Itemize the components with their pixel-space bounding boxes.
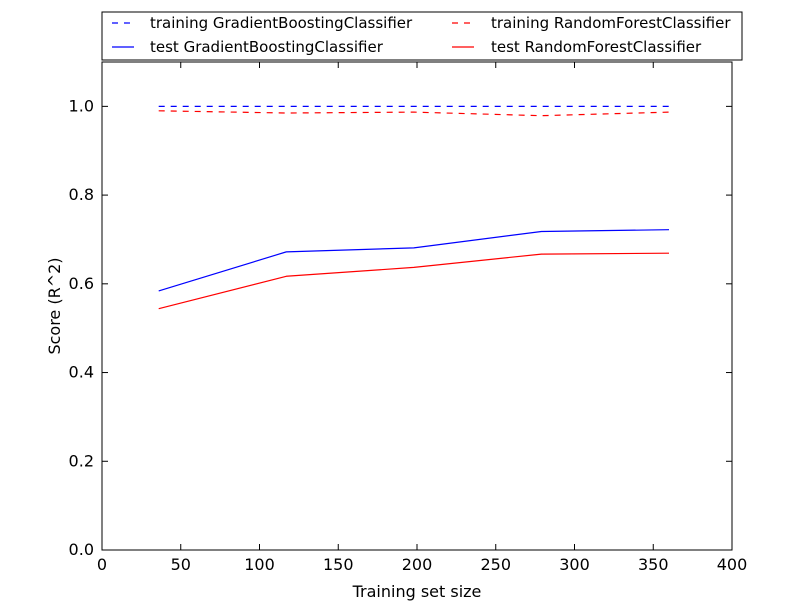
x-axis-label: Training set size xyxy=(352,582,482,601)
series-line-3 xyxy=(158,252,670,310)
legend-label-training-gradientboosting: training GradientBoostingClassifier xyxy=(150,14,413,32)
x-tick-label: 300 xyxy=(559,555,590,574)
series-1-point xyxy=(540,230,543,233)
series-2-point xyxy=(157,109,160,112)
series-0-point xyxy=(540,105,543,108)
x-tick-label: 400 xyxy=(717,555,748,574)
y-tick-label: 0.2 xyxy=(69,451,94,470)
series-0-point xyxy=(412,105,415,108)
series-2-point xyxy=(668,111,671,114)
series-3-point xyxy=(285,275,288,278)
y-tick-label: 0.4 xyxy=(69,363,94,382)
series-2-point xyxy=(540,114,543,117)
series-3-point xyxy=(668,252,671,255)
x-tick-label: 0 xyxy=(97,555,107,574)
x-tick-label: 150 xyxy=(323,555,354,574)
ticks-layer: 0 50 100 150 200 250 300 350 400 0.0 0.2 0.4 0.6 0.8 1… xyxy=(69,62,748,574)
x-tick-label: 50 xyxy=(171,555,191,574)
legend-label-test-randomforest: test RandomForestClassifier xyxy=(491,38,702,56)
y-tick-label: 1.0 xyxy=(69,96,94,115)
series-line-1 xyxy=(158,229,670,292)
series-3-point xyxy=(157,307,160,310)
x-tick-label: 100 xyxy=(244,555,275,574)
series-1-point xyxy=(668,228,671,231)
series-1-point xyxy=(412,246,415,249)
y-tick-label: 0.0 xyxy=(69,540,94,559)
series-line-2 xyxy=(158,110,670,117)
legend-label-test-gradientboosting: test GradientBoostingClassifier xyxy=(150,38,384,56)
legend-box xyxy=(101,11,743,61)
series-0-point xyxy=(668,105,671,108)
series-1-point xyxy=(285,250,288,253)
series-0-point xyxy=(157,105,160,108)
series-2-point xyxy=(412,111,415,114)
x-tick-label: 200 xyxy=(402,555,433,574)
series-2-point xyxy=(285,112,288,115)
series-3-point xyxy=(540,253,543,256)
series-3-point xyxy=(412,266,415,269)
x-tick-label: 350 xyxy=(638,555,669,574)
series-layer xyxy=(157,105,671,310)
series-0-point xyxy=(285,105,288,108)
y-tick-label: 0.6 xyxy=(69,274,94,293)
series-1-point xyxy=(157,289,160,292)
y-tick-label: 0.8 xyxy=(69,185,94,204)
y-axis-label: Score (R^2) xyxy=(45,257,64,354)
plot-area-frame xyxy=(101,61,733,551)
legend: training GradientBoostingClassifier test… xyxy=(101,11,743,61)
legend-label-training-randomforest: training RandomForestClassifier xyxy=(491,14,731,32)
x-tick-label: 250 xyxy=(480,555,511,574)
